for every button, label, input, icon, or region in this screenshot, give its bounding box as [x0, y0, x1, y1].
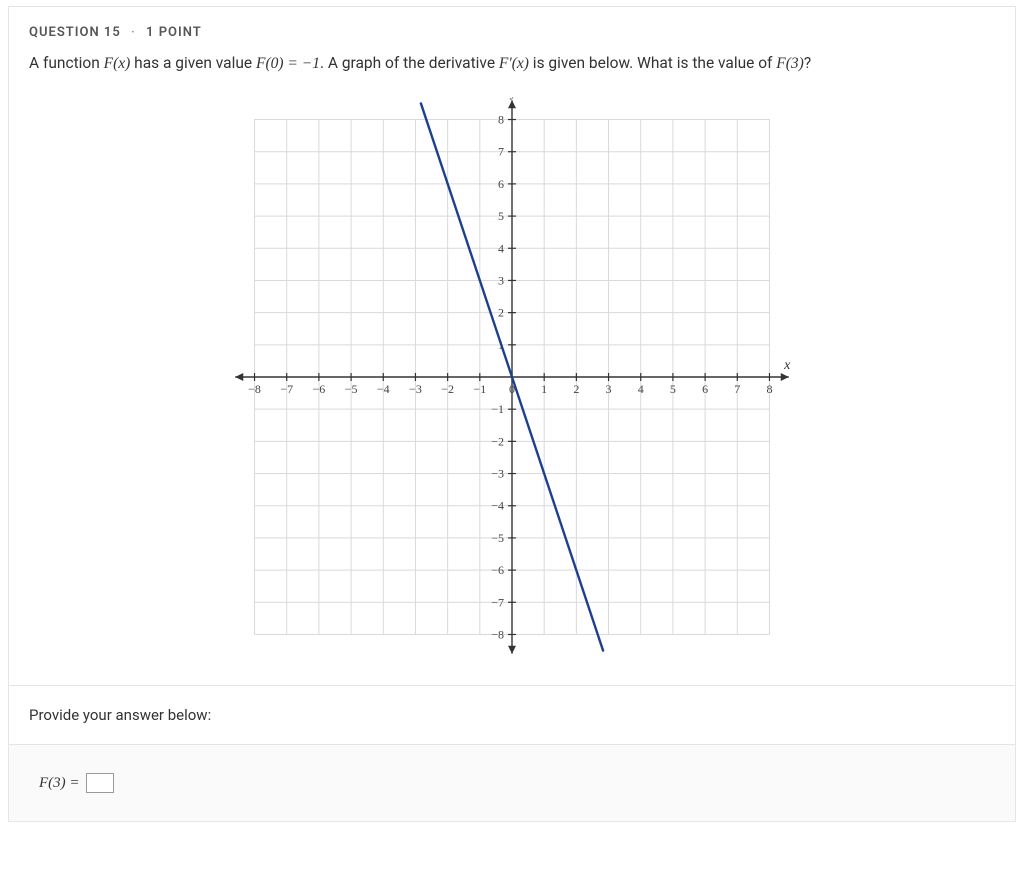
prompt-text: is given below. What is the value of — [529, 54, 776, 72]
svg-text:1: 1 — [541, 382, 547, 396]
answer-input-row: F(3) = — [9, 744, 1015, 821]
svg-text:−3: −3 — [409, 382, 422, 396]
math-fx: F(x) — [104, 55, 131, 72]
question-card: QUESTION 15 · 1 POINT A function F(x) ha… — [8, 6, 1016, 822]
svg-text:−2: −2 — [441, 382, 454, 396]
svg-text:4: 4 — [498, 242, 504, 256]
svg-text:2: 2 — [498, 306, 504, 320]
svg-text:3: 3 — [498, 274, 504, 288]
svg-text:−3: −3 — [491, 467, 504, 481]
svg-text:x: x — [783, 358, 791, 373]
graph-container: −8−7−6−5−4−3−2−1012345678−8−7−6−5−4−3−2−… — [9, 87, 1015, 685]
question-header: QUESTION 15 · 1 POINT — [9, 7, 1015, 46]
answer-prompt-row: Provide your answer below: — [9, 685, 1015, 744]
separator-dot: · — [131, 25, 136, 40]
math-f0: F(0) = −1 — [256, 55, 320, 72]
provide-answer-label: Provide your answer below: — [29, 706, 211, 724]
svg-text:y: y — [509, 97, 518, 101]
svg-text:−1: −1 — [491, 402, 504, 416]
svg-text:5: 5 — [498, 209, 504, 223]
prompt-text: has a given value — [130, 54, 256, 72]
svg-text:−6: −6 — [313, 382, 326, 396]
svg-text:−2: −2 — [491, 435, 504, 449]
svg-text:−8: −8 — [248, 382, 261, 396]
svg-text:−4: −4 — [377, 382, 390, 396]
svg-text:5: 5 — [670, 382, 676, 396]
math-fprime: F′(x) — [499, 55, 529, 72]
svg-text:8: 8 — [498, 113, 504, 127]
prompt-text: A function — [29, 54, 104, 72]
answer-lhs: F(3) = — [39, 775, 80, 792]
derivative-graph: −8−7−6−5−4−3−2−1012345678−8−7−6−5−4−3−2−… — [232, 97, 792, 657]
svg-text:−6: −6 — [491, 563, 504, 577]
prompt-text: ? — [804, 54, 811, 72]
svg-text:7: 7 — [734, 382, 740, 396]
svg-text:−1: −1 — [473, 382, 486, 396]
question-points: 1 POINT — [146, 25, 202, 40]
svg-text:−5: −5 — [345, 382, 358, 396]
svg-text:−8: −8 — [491, 628, 504, 642]
svg-text:8: 8 — [766, 382, 772, 396]
svg-text:2: 2 — [573, 382, 579, 396]
prompt-text: . A graph of the derivative — [320, 54, 499, 72]
question-prompt: A function F(x) has a given value F(0) =… — [9, 46, 1015, 87]
svg-text:−7: −7 — [491, 596, 504, 610]
answer-input[interactable] — [86, 773, 114, 793]
svg-text:−7: −7 — [280, 382, 293, 396]
svg-text:6: 6 — [702, 382, 708, 396]
svg-text:−4: −4 — [491, 499, 504, 513]
svg-text:−5: −5 — [491, 531, 504, 545]
svg-text:3: 3 — [606, 382, 612, 396]
svg-text:6: 6 — [498, 177, 504, 191]
svg-text:4: 4 — [638, 382, 644, 396]
question-number: QUESTION 15 — [29, 25, 121, 40]
svg-text:7: 7 — [498, 145, 504, 159]
math-f3: F(3) — [776, 55, 804, 72]
